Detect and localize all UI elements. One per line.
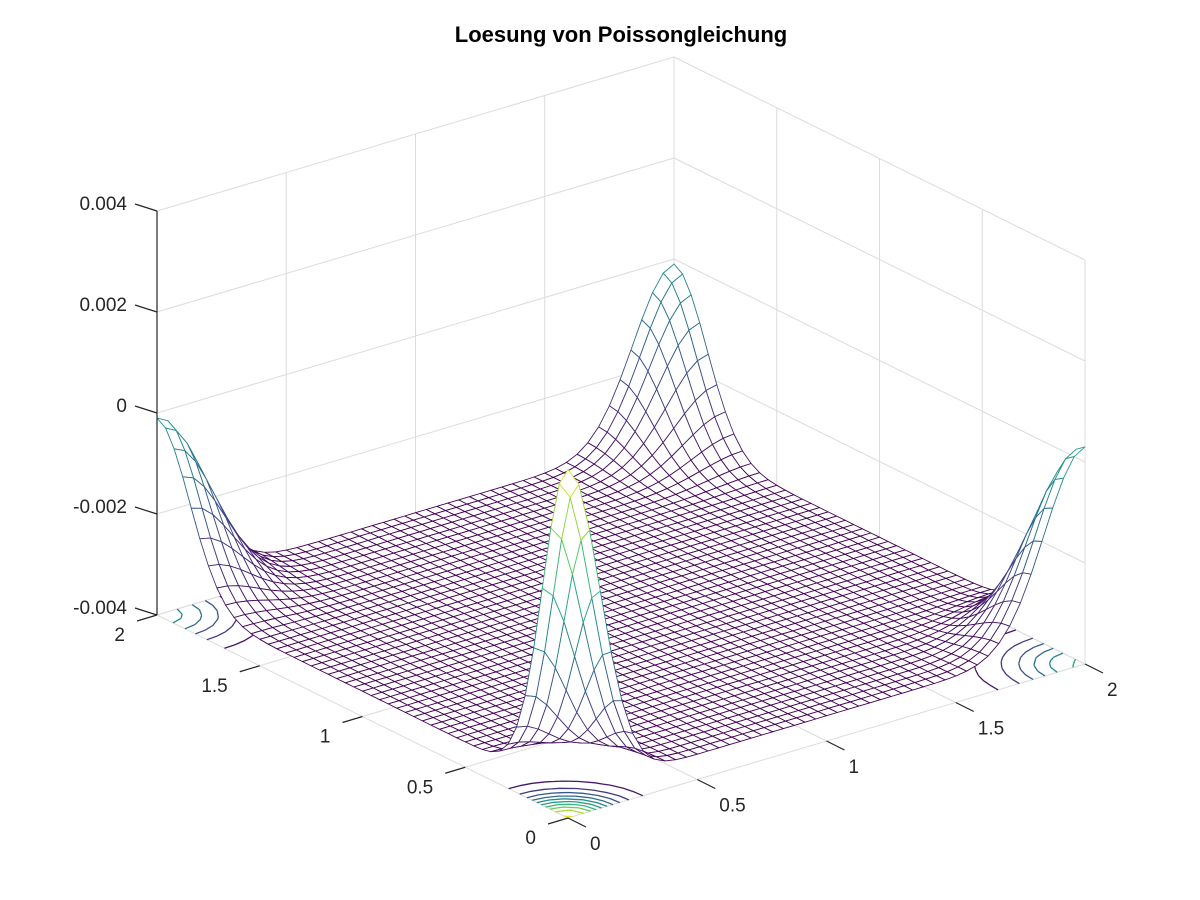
- z-tick: [134, 203, 158, 212]
- back-wall-grid-line: [156, 56, 675, 212]
- tick-labels: -0.004 -0.002 0 0.002 0.004 0 0.5 1 1.5 2 0 0.5 1 1.5…: [73, 194, 1117, 855]
- z-tick-label: -0.004: [73, 598, 127, 619]
- z-tick-label: 0.004: [79, 194, 127, 215]
- z-tick-label: 0.002: [79, 295, 127, 316]
- y-tick-label: 1.5: [201, 676, 227, 697]
- side-wall-grid-line: [673, 56, 1086, 261]
- contour-line: [549, 806, 591, 812]
- x-tick-label: 1.5: [978, 719, 1004, 740]
- chart-title: Loesung von Poissongleichung: [455, 22, 787, 47]
- z-tick-label: -0.002: [73, 497, 127, 518]
- y-tick: [445, 766, 466, 774]
- axes-lines: [134, 203, 1104, 828]
- z-tick-label: 0: [116, 396, 127, 417]
- x-tick-label: 0: [590, 834, 601, 855]
- x-tick-label: 2: [1107, 680, 1118, 701]
- y-tick: [342, 715, 363, 724]
- y-tick-label: 1: [320, 727, 331, 748]
- x-tick: [1084, 663, 1104, 674]
- z-tick: [134, 607, 158, 616]
- y-tick: [239, 665, 260, 673]
- contour-line: [555, 809, 584, 814]
- back-wall-grid-line: [156, 157, 675, 313]
- x-tick-label: 0.5: [719, 796, 745, 817]
- z-tick: [134, 304, 158, 313]
- back-wall-grid-line: [156, 359, 675, 515]
- contour-line: [545, 803, 597, 811]
- side-wall-grid-line: [673, 258, 1086, 463]
- surface-mesh: [156, 263, 1086, 762]
- side-wall-grid-line: [673, 359, 1086, 564]
- y-tick: [547, 817, 569, 825]
- x-tick: [826, 740, 845, 751]
- surface-cell: [558, 469, 580, 498]
- axes-grid: [156, 56, 1086, 819]
- back-wall-grid-line: [156, 258, 675, 414]
- y-tick: [136, 614, 158, 622]
- y-tick-label: 2: [114, 625, 125, 646]
- x-tick: [567, 817, 587, 828]
- side-wall-grid-line: [673, 157, 1086, 362]
- x-tick: [955, 701, 975, 713]
- x-tick-label: 1: [849, 757, 860, 778]
- y-tick-label: 0: [525, 828, 536, 849]
- contour-line: [541, 658, 1077, 809]
- contour-line: [564, 815, 573, 818]
- surface-cell: [1054, 456, 1075, 481]
- z-tick: [134, 405, 158, 414]
- x-tick: [696, 778, 716, 790]
- y-tick-label: 0.5: [407, 777, 433, 798]
- z-tick: [134, 506, 158, 515]
